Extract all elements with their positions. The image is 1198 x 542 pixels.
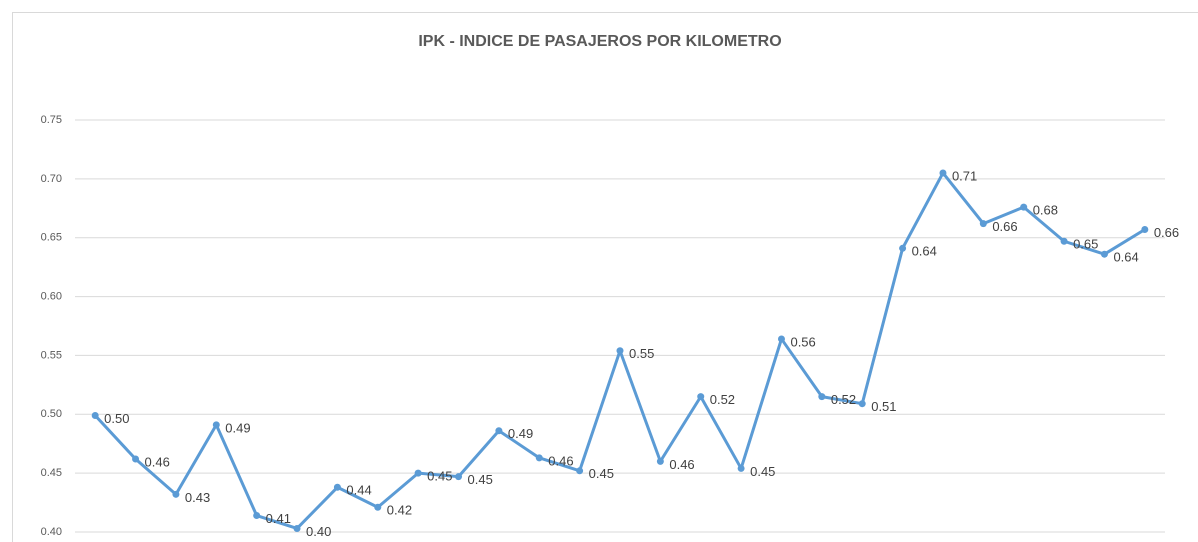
point-marker [818,393,826,401]
data-label: 0.52 [710,392,735,407]
point-marker [495,427,503,435]
data-label: 0.42 [387,503,412,518]
data-label: 0.45 [427,469,452,484]
point-marker [253,512,261,520]
point-marker [656,457,664,465]
data-label: 0.66 [992,219,1017,234]
point-marker [535,454,543,462]
y-tick-label: 0.75 [41,114,62,126]
point-marker [616,347,624,355]
point-marker [1141,225,1149,233]
data-label: 0.71 [952,168,977,183]
chart-border [12,12,1198,542]
data-label: 0.50 [104,411,129,426]
point-marker [293,524,301,532]
point-marker [899,244,907,252]
data-label: 0.40 [306,524,331,539]
data-label: 0.52 [831,392,856,407]
point-marker [1060,237,1068,245]
data-label: 0.44 [346,483,371,498]
data-label: 0.64 [1113,250,1138,265]
y-tick-label: 0.40 [41,526,62,538]
y-tick-label: 0.55 [41,349,62,361]
chart-title: IPK - INDICE DE PASAJEROS POR KILOMETRO [418,33,781,50]
point-marker [979,220,987,228]
point-marker [455,473,463,481]
data-label: 0.46 [548,453,573,468]
data-label: 0.49 [225,420,250,435]
y-tick-label: 0.45 [41,467,62,479]
point-marker [91,411,99,419]
y-tick-label: 0.65 [41,232,62,244]
data-label: 0.45 [750,464,775,479]
y-tick-label: 0.50 [41,408,62,420]
point-marker [172,490,180,498]
data-label: 0.56 [790,334,815,349]
data-label: 0.45 [589,466,614,481]
data-label: 0.51 [871,399,896,414]
point-marker [333,483,341,491]
point-marker [858,400,866,408]
data-label: 0.43 [185,490,210,505]
data-label: 0.65 [1073,237,1098,252]
point-marker [212,421,220,429]
y-tick-label: 0.70 [41,173,62,185]
data-label: 0.55 [629,346,654,361]
point-marker [1100,250,1108,258]
point-marker [697,393,705,401]
point-marker [576,467,584,475]
point-marker [737,464,745,472]
data-label: 0.66 [1154,225,1179,240]
point-marker [939,169,947,177]
y-tick-label: 0.60 [41,290,62,302]
point-marker [374,503,382,511]
point-marker [777,335,785,343]
point-marker [132,455,140,463]
data-label: 0.41 [266,511,291,526]
data-label: 0.49 [508,426,533,441]
data-label: 0.46 [669,457,694,472]
point-marker [1020,203,1028,211]
point-marker [414,469,422,477]
data-label: 0.68 [1033,203,1058,218]
data-label: 0.45 [468,472,493,487]
data-label: 0.46 [145,454,170,469]
data-label: 0.64 [912,244,937,259]
